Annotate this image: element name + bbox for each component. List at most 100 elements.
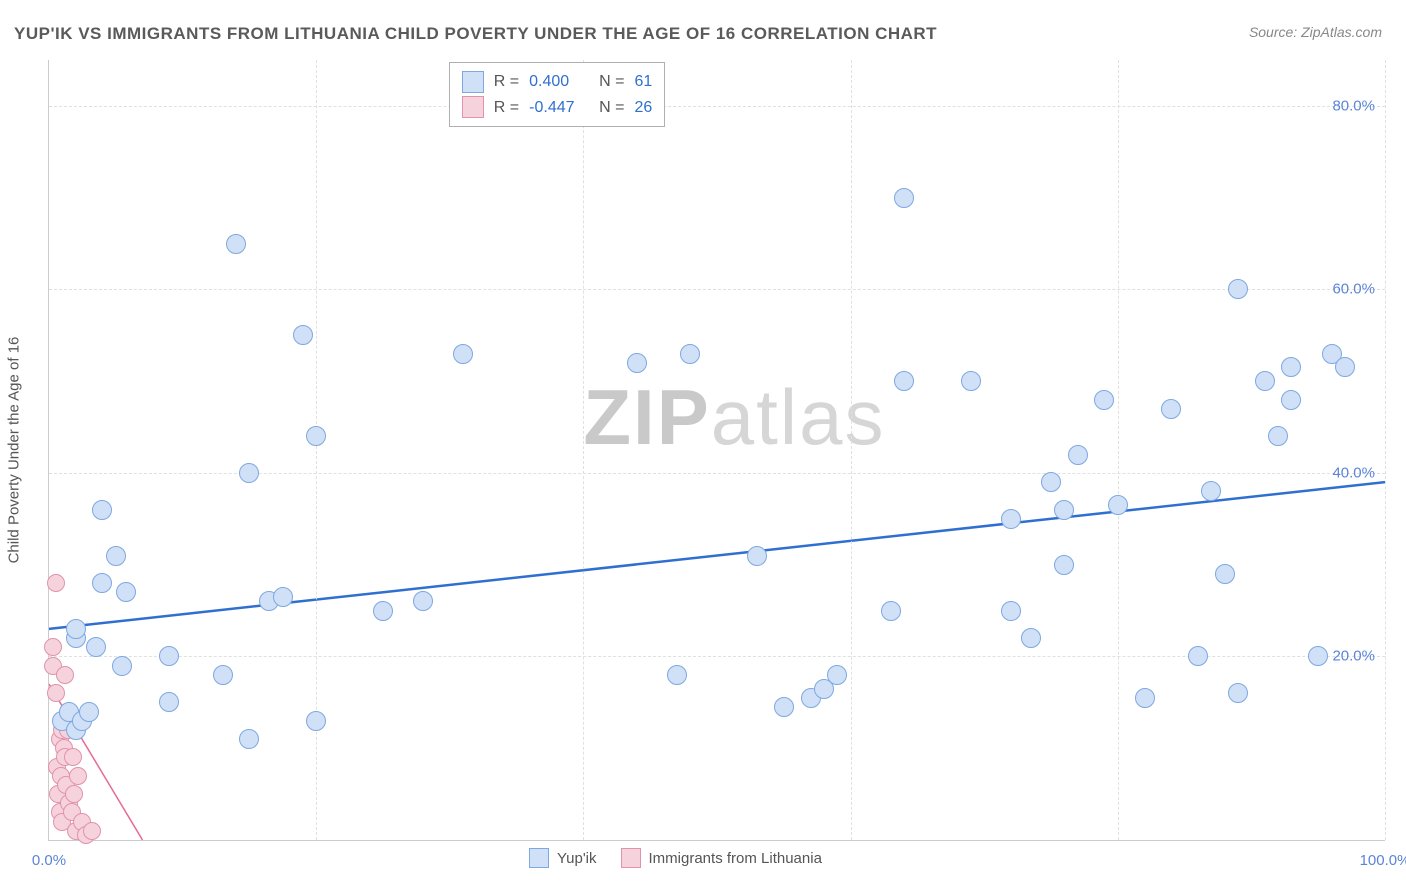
data-point — [239, 463, 259, 483]
y-tick-label: 60.0% — [1332, 281, 1375, 298]
data-point — [213, 665, 233, 685]
data-point — [1108, 495, 1128, 515]
data-point — [774, 697, 794, 717]
legend-label: Immigrants from Lithuania — [649, 850, 822, 867]
data-point — [413, 591, 433, 611]
data-point — [273, 587, 293, 607]
data-point — [1001, 509, 1021, 529]
data-point — [894, 371, 914, 391]
data-point — [92, 500, 112, 520]
legend-item: Yup'ik — [529, 848, 597, 868]
data-point — [827, 665, 847, 685]
data-point — [747, 546, 767, 566]
data-point — [1201, 481, 1221, 501]
watermark-atlas: atlas — [711, 373, 886, 461]
data-point — [64, 748, 82, 766]
series-swatch — [462, 96, 484, 118]
data-point — [667, 665, 687, 685]
chart-title: YUP'IK VS IMMIGRANTS FROM LITHUANIA CHIL… — [14, 24, 937, 44]
y-tick-label: 20.0% — [1332, 648, 1375, 665]
data-point — [1335, 357, 1355, 377]
legend-swatch — [621, 848, 641, 868]
data-point — [373, 601, 393, 621]
gridline-horizontal — [49, 289, 1385, 290]
r-label: R = — [494, 95, 519, 121]
data-point — [881, 601, 901, 621]
r-value: -0.447 — [529, 95, 589, 121]
r-label: R = — [494, 69, 519, 95]
n-value: 26 — [634, 95, 652, 121]
data-point — [1268, 426, 1288, 446]
legend-swatch — [529, 848, 549, 868]
data-point — [1161, 399, 1181, 419]
legend-item: Immigrants from Lithuania — [621, 848, 822, 868]
data-point — [83, 822, 101, 840]
n-label: N = — [599, 95, 624, 121]
correlation-stats-box: R = 0.400 N = 61 R = -0.447 N = 26 — [449, 62, 665, 127]
gridline-vertical — [1118, 60, 1119, 840]
data-point — [86, 637, 106, 657]
gridline-horizontal — [49, 106, 1385, 107]
data-point — [961, 371, 981, 391]
y-tick-label: 80.0% — [1332, 97, 1375, 114]
data-point — [239, 729, 259, 749]
legend: Yup'ik Immigrants from Lithuania — [529, 848, 822, 868]
data-point — [1281, 390, 1301, 410]
data-point — [1281, 357, 1301, 377]
y-axis-label: Child Poverty Under the Age of 16 — [6, 337, 23, 564]
data-point — [306, 426, 326, 446]
data-point — [1188, 646, 1208, 666]
data-point — [894, 188, 914, 208]
data-point — [1021, 628, 1041, 648]
data-point — [44, 638, 62, 656]
data-point — [159, 692, 179, 712]
data-point — [56, 666, 74, 684]
stats-row: R = -0.447 N = 26 — [462, 95, 652, 121]
x-tick-label-min: 0.0% — [32, 852, 66, 869]
gridline-vertical — [583, 60, 584, 840]
stats-row: R = 0.400 N = 61 — [462, 69, 652, 95]
data-point — [1054, 500, 1074, 520]
data-point — [1228, 279, 1248, 299]
data-point — [1054, 555, 1074, 575]
data-point — [1215, 564, 1235, 584]
data-point — [1094, 390, 1114, 410]
data-point — [66, 619, 86, 639]
data-point — [226, 234, 246, 254]
data-point — [106, 546, 126, 566]
data-point — [112, 656, 132, 676]
legend-label: Yup'ik — [557, 850, 597, 867]
data-point — [69, 767, 87, 785]
data-point — [293, 325, 313, 345]
data-point — [1001, 601, 1021, 621]
n-value: 61 — [634, 69, 652, 95]
data-point — [1255, 371, 1275, 391]
watermark: ZIPatlas — [583, 372, 885, 463]
data-point — [159, 646, 179, 666]
regression-line — [49, 482, 1385, 629]
data-point — [79, 702, 99, 722]
x-tick-label-max: 100.0% — [1360, 852, 1406, 869]
gridline-horizontal — [49, 656, 1385, 657]
data-point — [116, 582, 136, 602]
r-value: 0.400 — [529, 69, 589, 95]
y-tick-label: 40.0% — [1332, 464, 1375, 481]
data-point — [1135, 688, 1155, 708]
data-point — [1228, 683, 1248, 703]
data-point — [1308, 646, 1328, 666]
data-point — [47, 684, 65, 702]
gridline-vertical — [851, 60, 852, 840]
data-point — [65, 785, 83, 803]
regression-lines — [49, 60, 1385, 840]
data-point — [627, 353, 647, 373]
data-point — [1068, 445, 1088, 465]
data-point — [47, 574, 65, 592]
data-point — [306, 711, 326, 731]
data-point — [453, 344, 473, 364]
series-swatch — [462, 71, 484, 93]
source-attribution: Source: ZipAtlas.com — [1249, 24, 1382, 40]
data-point — [1041, 472, 1061, 492]
scatter-plot-area: ZIPatlas 20.0%40.0%60.0%80.0%0.0%100.0% — [48, 60, 1385, 841]
data-point — [680, 344, 700, 364]
n-label: N = — [599, 69, 624, 95]
